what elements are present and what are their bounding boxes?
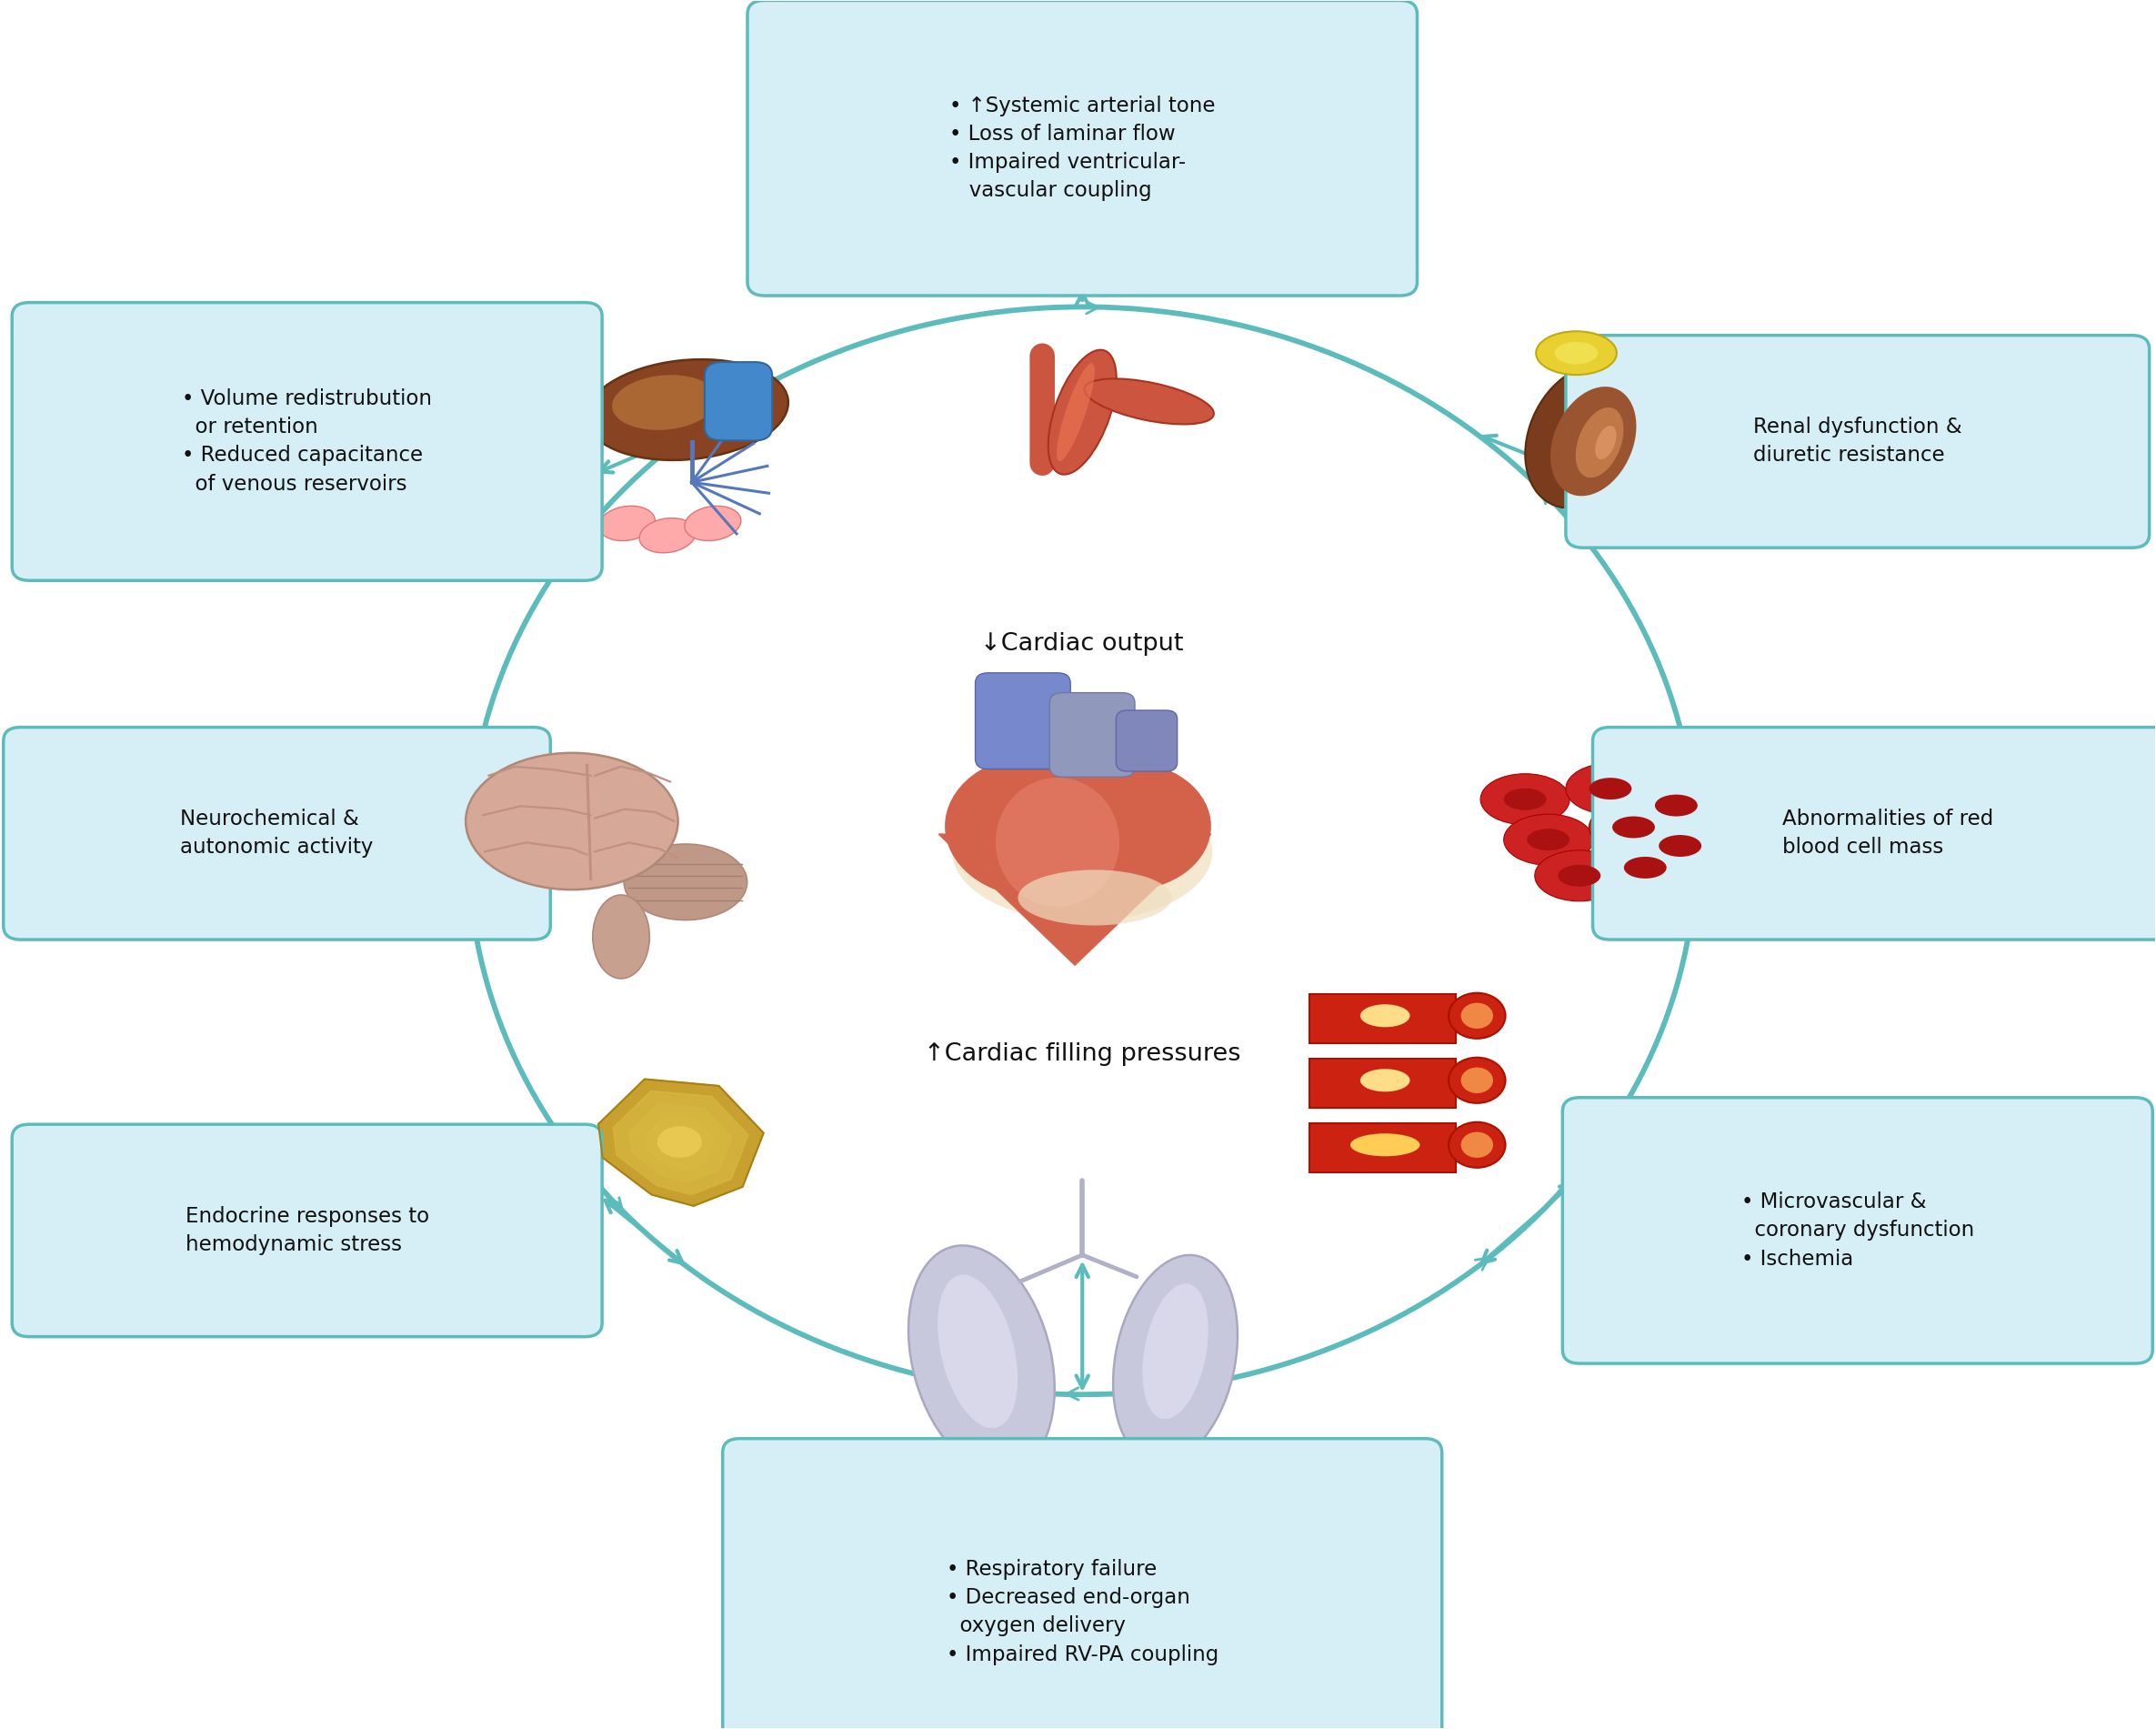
Ellipse shape — [1018, 870, 1171, 925]
Ellipse shape — [466, 752, 677, 890]
Polygon shape — [599, 1079, 763, 1205]
Ellipse shape — [1559, 864, 1600, 887]
Ellipse shape — [1535, 851, 1623, 901]
Polygon shape — [612, 1091, 748, 1195]
Ellipse shape — [944, 754, 1130, 897]
FancyBboxPatch shape — [1050, 693, 1134, 776]
Polygon shape — [645, 1117, 716, 1171]
Ellipse shape — [953, 783, 1212, 922]
Ellipse shape — [1526, 828, 1570, 851]
Text: • Respiratory failure
• Decreased end-organ
  oxygen delivery
• Impaired RV-PA c: • Respiratory failure • Decreased end-or… — [946, 1560, 1218, 1665]
Ellipse shape — [1636, 820, 1725, 871]
FancyBboxPatch shape — [975, 673, 1072, 769]
FancyBboxPatch shape — [13, 1124, 602, 1337]
FancyBboxPatch shape — [1593, 728, 2156, 939]
FancyBboxPatch shape — [1117, 711, 1177, 771]
Ellipse shape — [1589, 802, 1677, 852]
Ellipse shape — [1535, 332, 1617, 375]
Ellipse shape — [623, 844, 748, 920]
Ellipse shape — [612, 375, 718, 431]
Circle shape — [1462, 1132, 1494, 1158]
Text: ↓Cardiac output: ↓Cardiac output — [981, 631, 1184, 655]
Ellipse shape — [1524, 365, 1643, 508]
FancyBboxPatch shape — [1309, 1058, 1455, 1108]
FancyBboxPatch shape — [1309, 1122, 1455, 1172]
Ellipse shape — [1112, 1255, 1238, 1463]
FancyBboxPatch shape — [13, 303, 602, 581]
FancyBboxPatch shape — [1309, 994, 1455, 1043]
Ellipse shape — [1084, 379, 1214, 424]
Ellipse shape — [1143, 1283, 1207, 1420]
Circle shape — [1449, 992, 1505, 1039]
FancyBboxPatch shape — [705, 361, 772, 441]
Ellipse shape — [1565, 762, 1656, 814]
Ellipse shape — [1481, 775, 1570, 825]
Ellipse shape — [599, 507, 655, 541]
Ellipse shape — [593, 896, 649, 979]
Ellipse shape — [1048, 349, 1117, 474]
Ellipse shape — [1656, 795, 1697, 816]
Text: Endocrine responses to
hemodynamic stress: Endocrine responses to hemodynamic stres… — [185, 1205, 429, 1255]
Ellipse shape — [1658, 835, 1701, 858]
Ellipse shape — [1360, 1005, 1410, 1027]
Ellipse shape — [1554, 342, 1598, 365]
Ellipse shape — [1350, 1134, 1421, 1157]
Ellipse shape — [938, 1274, 1018, 1428]
FancyBboxPatch shape — [748, 0, 1416, 296]
Ellipse shape — [1623, 858, 1667, 878]
FancyBboxPatch shape — [722, 1439, 1442, 1729]
Ellipse shape — [1632, 780, 1720, 832]
Ellipse shape — [686, 507, 742, 541]
Ellipse shape — [1503, 814, 1593, 864]
Text: • Volume redistrubution
  or retention
• Reduced capacitance
  of venous reservo: • Volume redistrubution or retention • R… — [181, 389, 431, 494]
Ellipse shape — [1550, 387, 1636, 496]
Ellipse shape — [1600, 842, 1690, 894]
Circle shape — [1449, 1122, 1505, 1167]
Ellipse shape — [1044, 762, 1212, 890]
Ellipse shape — [658, 1126, 703, 1158]
Polygon shape — [630, 1103, 731, 1183]
FancyBboxPatch shape — [1563, 1098, 2152, 1364]
Ellipse shape — [1613, 816, 1656, 839]
Circle shape — [1449, 1058, 1505, 1103]
Polygon shape — [938, 833, 1212, 965]
Ellipse shape — [1589, 778, 1632, 799]
Ellipse shape — [640, 519, 696, 553]
Ellipse shape — [908, 1245, 1054, 1473]
Ellipse shape — [586, 360, 789, 460]
Text: ↑Cardiac filling pressures: ↑Cardiac filling pressures — [925, 1043, 1240, 1067]
Text: Renal dysfunction &
diuretic resistance: Renal dysfunction & diuretic resistance — [1753, 417, 1962, 467]
Circle shape — [1462, 1003, 1494, 1029]
Ellipse shape — [1056, 363, 1095, 462]
Text: Abnormalities of red
blood cell mass: Abnormalities of red blood cell mass — [1783, 809, 1994, 858]
Ellipse shape — [1595, 425, 1617, 460]
FancyBboxPatch shape — [4, 728, 550, 939]
Circle shape — [1462, 1067, 1494, 1093]
Text: • ↑Systemic arterial tone
• Loss of laminar flow
• Impaired ventricular-
   vasc: • ↑Systemic arterial tone • Loss of lami… — [949, 95, 1216, 201]
Ellipse shape — [996, 778, 1119, 906]
Ellipse shape — [1503, 788, 1546, 811]
Text: • Microvascular &
  coronary dysfunction
• Ischemia: • Microvascular & coronary dysfunction •… — [1742, 1191, 1975, 1269]
Text: Neurochemical &
autonomic activity: Neurochemical & autonomic activity — [181, 809, 373, 858]
Ellipse shape — [1360, 1069, 1410, 1091]
Ellipse shape — [1576, 408, 1623, 477]
FancyBboxPatch shape — [1565, 335, 2150, 548]
